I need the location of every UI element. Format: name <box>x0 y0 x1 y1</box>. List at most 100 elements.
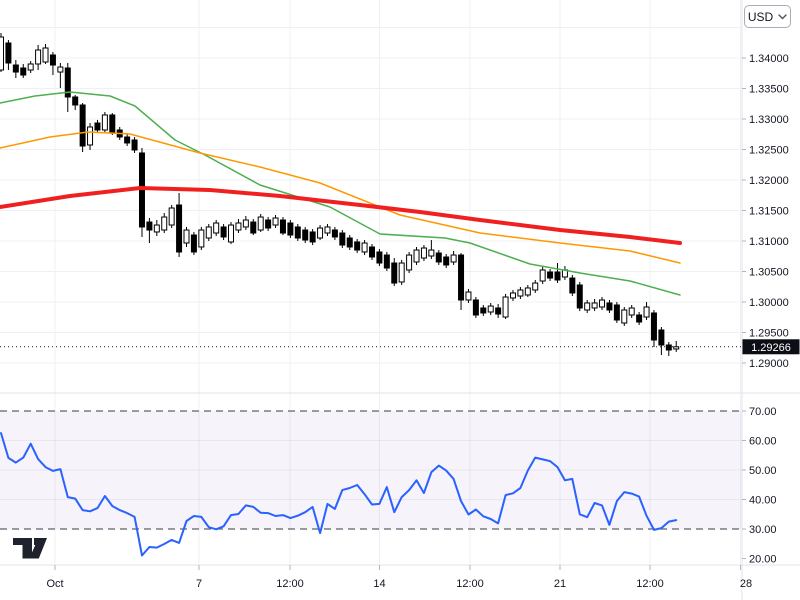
candle-body <box>20 67 27 76</box>
candle-body <box>599 299 606 308</box>
candle-body <box>168 207 175 226</box>
candle-body <box>176 204 183 253</box>
candle-body <box>487 305 494 313</box>
candle-body <box>346 237 353 248</box>
candle-body <box>569 277 576 294</box>
candle-body <box>279 219 286 234</box>
candle-body <box>72 96 79 106</box>
candle-body <box>265 219 272 229</box>
price-axis-label: 1.34000 <box>749 53 789 65</box>
price-axis-label: 1.33000 <box>749 114 789 126</box>
candle-body <box>413 249 420 263</box>
candle-body <box>458 254 465 301</box>
ma-orange-line[interactable] <box>0 131 681 264</box>
candle-body <box>213 222 220 234</box>
candle-body <box>643 306 650 318</box>
candles-layer[interactable] <box>0 32 680 356</box>
time-axis-label: 14 <box>373 578 385 590</box>
candle-body <box>12 64 19 73</box>
candle-body <box>428 249 435 257</box>
candle-body <box>665 344 672 351</box>
candle-body <box>64 67 71 98</box>
candle-body <box>42 47 49 63</box>
candle-body <box>87 126 94 146</box>
candle-body <box>406 254 413 271</box>
candle-body <box>539 269 546 282</box>
rsi-axis-label: 60.00 <box>749 436 777 448</box>
ma-red-line[interactable] <box>0 186 682 245</box>
candle-body <box>242 219 249 228</box>
rsi-axis-label: 20.00 <box>749 554 777 566</box>
candle-body <box>584 302 591 311</box>
price-axis-label: 1.31000 <box>749 236 789 248</box>
candle-body <box>94 122 101 131</box>
price-axis-label: 1.29000 <box>749 358 789 370</box>
time-axis[interactable]: Oct 7 12:00 14 12:00 21 12:00 28 <box>46 565 752 590</box>
rsi-band <box>0 410 742 530</box>
candle-body <box>495 307 502 315</box>
price-axis-label: 1.32500 <box>749 145 789 157</box>
candle-body <box>369 246 375 258</box>
price-axis-label: 1.29500 <box>749 328 789 340</box>
candle-body <box>472 299 479 316</box>
rsi-axis-label: 30.00 <box>749 524 777 536</box>
candle-body <box>509 292 516 299</box>
candle-body <box>302 229 309 241</box>
candle-body <box>613 304 620 321</box>
candle-body <box>5 42 12 64</box>
rsi-axis-label: 70.00 <box>749 406 777 418</box>
candle-body <box>658 329 665 346</box>
price-axis[interactable]: 1.34000 1.33500 1.33000 1.32500 1.32000 1.315… <box>742 53 789 370</box>
candle-body <box>554 271 561 281</box>
candle-body <box>361 242 368 253</box>
candle-body <box>57 66 64 73</box>
candle-body <box>480 307 487 314</box>
candle-body <box>131 139 138 151</box>
rsi-plot[interactable] <box>0 432 678 557</box>
candle-body <box>272 217 279 226</box>
candle-body <box>317 227 324 239</box>
rsi-axis-label: 50.00 <box>749 465 777 477</box>
chevron-down-icon <box>778 13 787 19</box>
price-axis-label: 1.31500 <box>749 206 789 218</box>
candle-body <box>331 229 338 238</box>
time-axis-label: Oct <box>46 578 63 590</box>
candle-body <box>309 231 316 243</box>
rsi-axis[interactable]: 70.00 60.00 50.00 40.00 30.00 20.00 <box>742 406 777 566</box>
candle-body <box>183 229 190 244</box>
candle-body <box>547 271 554 279</box>
candle-body <box>354 241 361 251</box>
candle-body <box>287 222 294 236</box>
rsi-line[interactable] <box>0 432 678 557</box>
candle-body <box>79 104 86 147</box>
price-axis-label: 1.32000 <box>749 175 789 187</box>
candle-body <box>146 221 153 231</box>
moving-averages[interactable] <box>0 91 682 296</box>
price-axis-label: 1.30000 <box>749 297 789 309</box>
candle-body <box>339 232 346 246</box>
candle-body <box>628 307 635 316</box>
candle-body <box>161 216 168 231</box>
time-axis-label: 21 <box>554 578 566 590</box>
tradingview-logo[interactable] <box>13 538 47 559</box>
last-price-badge: 1.29266 <box>742 339 800 355</box>
candle-body <box>101 114 108 131</box>
candle-body <box>621 309 628 324</box>
grid-lines <box>0 0 742 565</box>
candle-body <box>636 314 643 323</box>
candle-body <box>376 251 383 264</box>
price-axis-label: 1.30500 <box>749 267 789 279</box>
candle-body <box>502 296 509 318</box>
candle-body <box>450 254 457 263</box>
currency-selector[interactable]: USD <box>744 5 791 28</box>
candle-body <box>435 252 442 263</box>
candle-body <box>443 256 450 266</box>
candle-body <box>35 49 42 65</box>
candle-body <box>0 36 4 71</box>
candle-body <box>198 229 205 248</box>
candle-body <box>205 226 212 239</box>
rsi-axis-label: 40.00 <box>749 495 777 507</box>
currency-label: USD <box>747 9 774 24</box>
tradingview-logo-seven <box>29 538 47 559</box>
